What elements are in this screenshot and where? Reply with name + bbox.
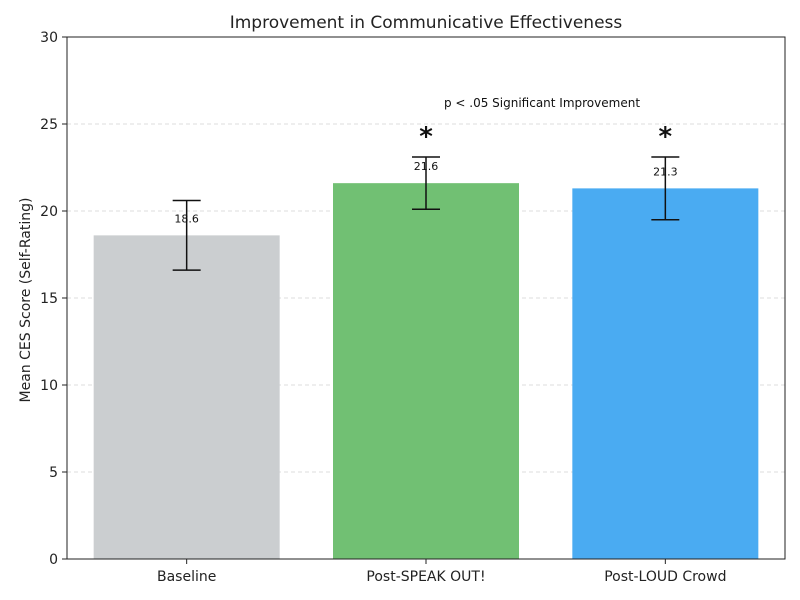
y-tick-label: 30 (40, 30, 58, 46)
bar (333, 183, 519, 559)
value-label: 18.6 (174, 212, 199, 225)
significance-star: * (659, 122, 673, 152)
value-label: 21.6 (414, 160, 439, 173)
y-tick-label: 0 (49, 552, 58, 568)
y-tick-label: 20 (40, 204, 58, 220)
bar (93, 235, 280, 560)
error-bar (172, 199, 201, 271)
y-ticks-group: 0 5 10 15 20 25 30 (40, 30, 67, 568)
y-tick-label: 25 (40, 117, 58, 133)
bars-group (93, 183, 759, 560)
value-label: 21.3 (653, 165, 678, 178)
error-bar (651, 156, 680, 221)
chart-title: Improvement in Communicative Effectivene… (230, 13, 623, 33)
x-tick-label: Post-LOUD Crowd (604, 569, 726, 585)
x-tick-label: Baseline (157, 569, 216, 585)
x-tick-label: Post-SPEAK OUT! (366, 569, 485, 585)
value-labels-group: 18.6 21.6 * 21.3 * (174, 122, 677, 225)
bar (572, 188, 759, 559)
y-tick-label: 15 (40, 291, 58, 307)
x-ticks-group: Baseline Post-SPEAK OUT! Post-LOUD Crowd (157, 559, 726, 585)
y-tick-label: 5 (49, 465, 58, 481)
y-tick-label: 10 (40, 378, 58, 394)
error-bar (412, 156, 440, 211)
significance-star: * (419, 122, 433, 152)
y-axis-label: Mean CES Score (Self-Rating) (18, 198, 34, 403)
error-bars-group (172, 156, 680, 271)
significance-annotation: p < .05 Significant Improvement (444, 96, 640, 110)
